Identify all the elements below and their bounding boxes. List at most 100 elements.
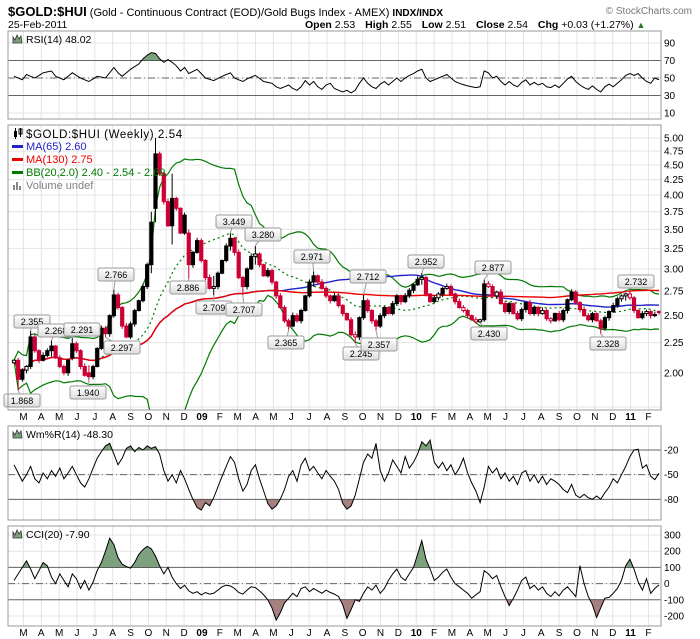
exchange-label: INDX/INDX bbox=[392, 8, 443, 19]
svg-text:M: M bbox=[19, 412, 27, 423]
svg-text:N: N bbox=[163, 412, 170, 423]
svg-text:2.766: 2.766 bbox=[105, 270, 128, 280]
up-triangle-icon: ▲ bbox=[636, 20, 646, 30]
svg-text:F: F bbox=[217, 628, 223, 639]
svg-text:M: M bbox=[234, 412, 242, 423]
svg-text:N: N bbox=[591, 628, 598, 639]
svg-text:-100: -100 bbox=[664, 595, 684, 606]
svg-text:N: N bbox=[377, 628, 384, 639]
svg-text:4.75: 4.75 bbox=[664, 147, 684, 158]
svg-text:J: J bbox=[92, 628, 97, 639]
svg-text:2.245: 2.245 bbox=[350, 349, 373, 359]
svg-text:09: 09 bbox=[196, 628, 208, 639]
main-chart-legend: $GOLD:$HUI (Weekly) 2.54 MA(65) 2.60 MA(… bbox=[12, 128, 183, 193]
svg-text:A: A bbox=[466, 412, 473, 423]
svg-text:D: D bbox=[609, 628, 616, 639]
low-value: 2.51 bbox=[445, 19, 467, 31]
svg-text:D: D bbox=[395, 412, 402, 423]
svg-text:N: N bbox=[163, 628, 170, 639]
ticker-symbol: $GOLD:$HUI bbox=[8, 4, 87, 19]
svg-text:2.709: 2.709 bbox=[203, 303, 226, 313]
svg-text:2.00: 2.00 bbox=[664, 368, 684, 379]
svg-text:09: 09 bbox=[196, 412, 208, 423]
svg-text:S: S bbox=[341, 628, 348, 639]
svg-text:F: F bbox=[645, 412, 651, 423]
open-label: Open bbox=[305, 19, 332, 31]
svg-text:4.50: 4.50 bbox=[664, 160, 684, 171]
svg-text:A: A bbox=[252, 412, 259, 423]
svg-text:A: A bbox=[38, 412, 45, 423]
svg-text:N: N bbox=[377, 412, 384, 423]
svg-text:2.732: 2.732 bbox=[625, 277, 648, 287]
svg-text:M: M bbox=[19, 628, 27, 639]
svg-text:10: 10 bbox=[411, 412, 423, 423]
svg-text:D: D bbox=[180, 412, 187, 423]
svg-text:3.50: 3.50 bbox=[664, 225, 684, 236]
svg-text:F: F bbox=[431, 412, 437, 423]
legend-symbol: $GOLD:$HUI (Weekly) 2.54 bbox=[12, 128, 183, 141]
chg-value: +0.03 (+1.27%) bbox=[561, 19, 634, 31]
svg-text:O: O bbox=[573, 412, 581, 423]
svg-text:S: S bbox=[127, 628, 134, 639]
svg-text:2.25: 2.25 bbox=[664, 338, 684, 349]
bb-line-icon bbox=[12, 171, 23, 174]
svg-text:A: A bbox=[538, 412, 545, 423]
svg-text:M: M bbox=[448, 628, 456, 639]
svg-text:-80: -80 bbox=[664, 495, 679, 506]
cci-panel-title: CCI(20) -7.90 bbox=[12, 528, 90, 541]
svg-text:2.877: 2.877 bbox=[482, 263, 505, 273]
legend-bollinger: BB(20,2.0) 2.40 - 2.54 - 2.69 bbox=[12, 167, 183, 180]
svg-text:50: 50 bbox=[664, 74, 676, 85]
legend-ma130: MA(130) 2.75 bbox=[12, 154, 183, 167]
svg-text:3.25: 3.25 bbox=[664, 244, 684, 255]
ohlc-quote: Open 2.53 High 2.55 Low 2.51 Close 2.54 … bbox=[305, 19, 645, 31]
svg-text:2.50: 2.50 bbox=[664, 311, 684, 322]
svg-text:J: J bbox=[289, 628, 294, 639]
svg-text:J: J bbox=[74, 628, 79, 639]
svg-text:J: J bbox=[307, 412, 312, 423]
svg-text:2.712: 2.712 bbox=[357, 272, 380, 282]
svg-text:2.971: 2.971 bbox=[301, 252, 324, 262]
svg-text:2.268: 2.268 bbox=[45, 326, 68, 336]
svg-text:5.00: 5.00 bbox=[664, 134, 684, 145]
svg-text:2.328: 2.328 bbox=[597, 339, 620, 349]
wmr-panel-title: Wm%R(14) -48.30 bbox=[12, 428, 113, 441]
svg-text:-200: -200 bbox=[664, 612, 684, 623]
svg-text:J: J bbox=[503, 412, 508, 423]
svg-text:10: 10 bbox=[664, 109, 676, 120]
svg-text:F: F bbox=[217, 412, 223, 423]
legend-volume: Volume undef bbox=[12, 180, 183, 193]
svg-text:S: S bbox=[127, 412, 134, 423]
svg-text:A: A bbox=[252, 628, 259, 639]
svg-text:3.280: 3.280 bbox=[252, 230, 275, 240]
svg-text:2.886: 2.886 bbox=[177, 283, 200, 293]
svg-text:3.00: 3.00 bbox=[664, 264, 684, 275]
svg-text:A: A bbox=[109, 628, 116, 639]
svg-text:10: 10 bbox=[411, 628, 423, 639]
svg-text:200: 200 bbox=[664, 547, 681, 558]
svg-text:F: F bbox=[431, 628, 437, 639]
svg-text:O: O bbox=[573, 628, 581, 639]
svg-text:J: J bbox=[74, 412, 79, 423]
svg-text:M: M bbox=[269, 628, 277, 639]
svg-text:S: S bbox=[556, 628, 563, 639]
chg-label: Chg bbox=[537, 19, 559, 31]
svg-text:2.291: 2.291 bbox=[71, 325, 94, 335]
candlestick-icon bbox=[14, 128, 23, 139]
svg-text:1.940: 1.940 bbox=[77, 388, 100, 398]
svg-text:2.365: 2.365 bbox=[275, 338, 298, 348]
svg-text:D: D bbox=[609, 412, 616, 423]
svg-text:M: M bbox=[484, 412, 492, 423]
chart-date: 25-Feb-2011 bbox=[8, 19, 68, 31]
svg-text:A: A bbox=[538, 628, 545, 639]
svg-text:N: N bbox=[591, 412, 598, 423]
svg-text:1.868: 1.868 bbox=[11, 396, 34, 406]
svg-text:M: M bbox=[234, 628, 242, 639]
svg-text:11: 11 bbox=[625, 628, 636, 639]
rsi-panel-title: RSI(14) 48.02 bbox=[12, 33, 91, 46]
ma65-line-icon bbox=[12, 145, 23, 148]
svg-text:A: A bbox=[109, 412, 116, 423]
svg-text:-20: -20 bbox=[664, 446, 679, 457]
